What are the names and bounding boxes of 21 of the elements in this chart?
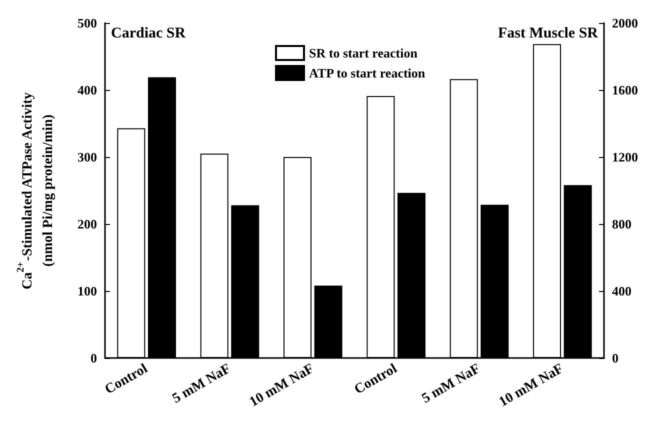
legend-label: SR to start reaction bbox=[309, 46, 418, 60]
y-tick-label: 500 bbox=[78, 16, 97, 30]
y2-tick-label: 1200 bbox=[612, 150, 638, 164]
y2-tick-label: 1600 bbox=[612, 82, 638, 98]
annotation: Cardiac SR bbox=[111, 26, 186, 42]
annotation: Fast Muscle SR bbox=[498, 26, 598, 42]
y-tick-label: 300 bbox=[78, 150, 97, 164]
y2-tick-label: 2000 bbox=[612, 16, 638, 30]
y-tick-label: 400 bbox=[78, 82, 97, 98]
legend-label: ATP to start reaction bbox=[309, 66, 426, 80]
y2-tick-label: 400 bbox=[612, 284, 632, 298]
y-tick-label: 0 bbox=[90, 350, 97, 366]
y-axis-title: Ca2+-Stimulated ATPase Activity (nmol Pi/mg protein/min) bbox=[16, 92, 56, 290]
y-tick-label: 200 bbox=[78, 216, 97, 232]
y2-tick-label: 800 bbox=[612, 216, 632, 232]
x-tick-label: 10 mM NaF bbox=[496, 362, 566, 410]
x-tick-label: 5 mM NaF bbox=[170, 362, 234, 407]
x-tick-label: 5 mM NaF bbox=[420, 362, 483, 407]
y2-tick-label: 0 bbox=[612, 350, 618, 366]
y-tick-label: 100 bbox=[78, 284, 97, 298]
x-tick-label: 10 mM NaF bbox=[247, 362, 317, 410]
